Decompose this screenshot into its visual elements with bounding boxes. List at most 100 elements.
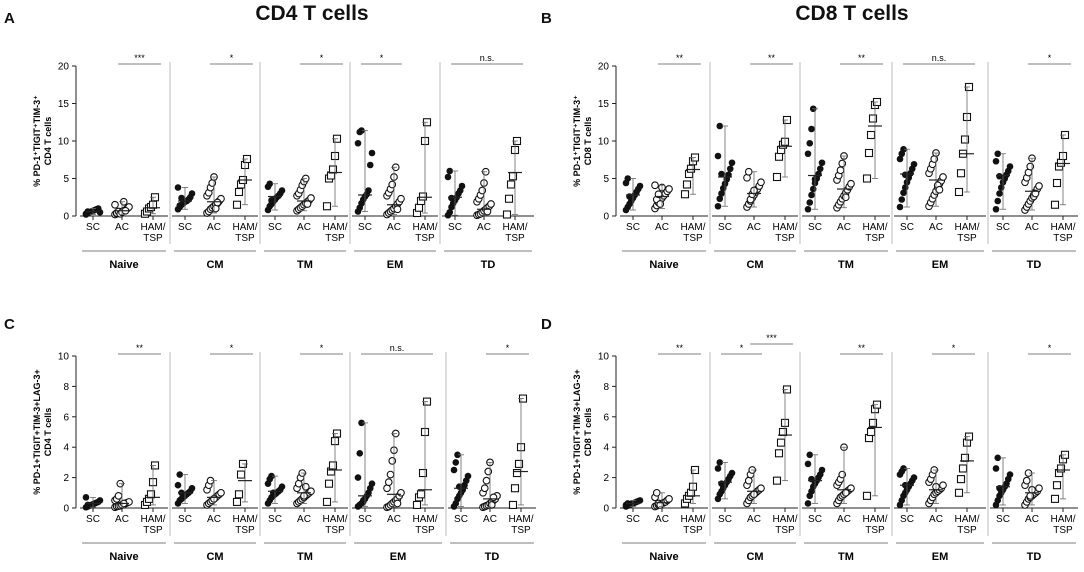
panel-a-point-ham <box>504 194 514 203</box>
panel-d-point-ac <box>1022 476 1031 485</box>
panel-d-significance-label: * <box>952 343 956 353</box>
panel-d-x-tick-label-line: TSP <box>865 525 885 536</box>
panel-letter-c: C <box>4 316 15 333</box>
panel-c-y-tick-label: 4 <box>63 443 69 454</box>
panel-c-x-tick-label-line: TSP <box>325 525 345 536</box>
panel-d-group-label: TD <box>1027 551 1042 563</box>
panel-c-point-ham <box>328 461 338 470</box>
panel-c-x-tick-label-line: HAM/ <box>233 514 258 525</box>
panel-b-point-ac <box>651 181 659 190</box>
panel-d-group-label: Naive <box>649 551 678 563</box>
panel-d-y-tick-label: 10 <box>598 352 610 363</box>
panel-d-point-sc <box>728 469 736 477</box>
panel-a-x-tick-label: SC <box>268 222 282 233</box>
panel-d-point-ham <box>954 488 964 497</box>
panel-b-y-tick-label: 10 <box>598 137 610 148</box>
panel-c-x-tick-label-line: HAM/ <box>141 514 166 525</box>
panel-d-group-label: CM <box>746 551 763 563</box>
panel-b-point-sc <box>716 195 724 203</box>
panel-b-point-sc <box>806 139 814 147</box>
panel-b-x-tick-label: HAM/TSP <box>863 222 888 244</box>
panel-a-group-label: TD <box>481 259 496 271</box>
panel-b-point-ham <box>774 152 784 161</box>
panel-a-x-tick-label: SC <box>358 222 372 233</box>
panel-c-y-tick-label: 6 <box>63 412 69 423</box>
panel-c-point-sc <box>188 484 196 492</box>
panel-a-x-tick-label-line: HAM/ <box>141 222 166 233</box>
panel-a-x-tick-label: HAM/TSP <box>141 222 166 244</box>
panel-c-x-tick-label-line: TSP <box>511 525 531 536</box>
panel-b-point-sc <box>896 203 904 211</box>
panel-b-point-ham <box>960 135 970 144</box>
panel-c-significance-label: * <box>320 343 324 353</box>
panel-b-point-ham <box>680 190 690 199</box>
panel-d-point-sc <box>1006 471 1014 478</box>
panel-d-y-axis-label: % PD-1+TIGIT+TIM-3+LAG-3+CD8 T cells <box>572 369 593 495</box>
panel-a-group-label: Naive <box>109 259 138 271</box>
panel-b-point-ac <box>838 159 847 168</box>
panel-c-x-tick-label: SC <box>454 514 468 525</box>
panel-c-x-tick-label: SC <box>86 514 100 525</box>
panel-a-significance-label: n.s. <box>480 53 495 63</box>
panel-c-group-label: Naive <box>109 551 138 563</box>
panel-b-group-label: Naive <box>649 259 678 271</box>
panel-c-point-ham <box>236 470 246 479</box>
panel-d-significance-label: * <box>740 343 744 353</box>
panel-b-x-tick-label-line: HAM/ <box>863 222 888 233</box>
panel-d-point-ac <box>1035 484 1043 493</box>
panel-a-point-sc <box>448 194 455 202</box>
panel-a-y-tick-label: 15 <box>58 99 70 110</box>
panel-b-point-ac <box>757 178 765 187</box>
panel-b-point-sc <box>996 190 1003 197</box>
panel-b-significance-label: ** <box>676 53 684 63</box>
panel-c-x-tick-label-line: TSP <box>143 525 163 536</box>
panel-b-x-tick-label: AC <box>747 222 761 233</box>
panel-b-x-tick-label: SC <box>718 222 732 233</box>
panel-a-point-ac <box>487 200 495 208</box>
panel-a-point-ac <box>397 194 405 203</box>
panel-b-point-sc <box>726 165 734 173</box>
panel-a-x-tick-label-line: HAM/ <box>323 222 348 233</box>
panel-d-point-sc <box>900 465 907 472</box>
panel-d-significance-label: ** <box>858 343 866 353</box>
panel-c-x-tick-label: HAM/TSP <box>509 514 534 536</box>
panel-b-x-tick-label-line: TSP <box>865 233 885 244</box>
panel-c-point-sc <box>354 474 362 481</box>
panel-b-point-sc <box>636 182 644 190</box>
panel-c-point-ham <box>412 500 422 510</box>
panel-b-point-sc <box>816 165 824 173</box>
panel-b-point-sc <box>808 125 815 133</box>
panel-d-point-sc <box>714 465 722 472</box>
panel-d-point-ac <box>841 488 850 497</box>
panel-b-point-ac <box>1026 162 1035 171</box>
panel-b-group-label: TM <box>838 259 854 271</box>
panel-b-point-ac <box>935 185 944 194</box>
panel-a-group-label: EM <box>387 259 404 271</box>
panel-a-chart: % PD-1⁺TIGIT⁺TIM-3⁺CD4 T cells 0 5 10 15 20 SC… <box>32 53 534 271</box>
panel-d-point-ham <box>1052 481 1062 490</box>
panel-c-x-tick-label: AC <box>115 514 129 525</box>
panel-a-x-tick-label-line: TSP <box>325 233 345 244</box>
panel-b-chart: % PD-1⁺TIGIT⁺TIM-3⁺CD8 T cells 0 5 10 15 20 SC… <box>572 53 1078 271</box>
panel-b-point-ham <box>1056 158 1066 167</box>
panel-b-point-sc <box>896 155 904 163</box>
panel-b-significance-label: ** <box>768 53 776 63</box>
panel-a-point-ac <box>303 200 312 208</box>
panel-a-x-tick-label: HAM/TSP <box>323 222 348 244</box>
panel-a-point-ham <box>414 203 424 212</box>
panel-a-point-sc <box>268 196 275 204</box>
panel-d-group-label: EM <box>932 551 949 563</box>
panel-c-x-tick-label: HAM/TSP <box>233 514 258 536</box>
panel-a-point-ham <box>232 200 242 209</box>
panel-c-point-ac <box>217 488 225 497</box>
panel-b-point-sc <box>809 185 817 193</box>
panel-b-x-tick-label: AC <box>929 222 943 233</box>
panel-c-x-tick-label: AC <box>207 514 221 525</box>
panel-d-significance-label: * <box>1048 343 1052 353</box>
panel-a-x-tick-label: AC <box>207 222 221 233</box>
panel-b-x-tick-label-line: HAM/ <box>955 222 980 233</box>
panel-a-point-sc <box>188 190 196 197</box>
panel-a-x-tick-label-line: TSP <box>143 233 163 244</box>
panel-a-significance-label: * <box>320 53 324 63</box>
